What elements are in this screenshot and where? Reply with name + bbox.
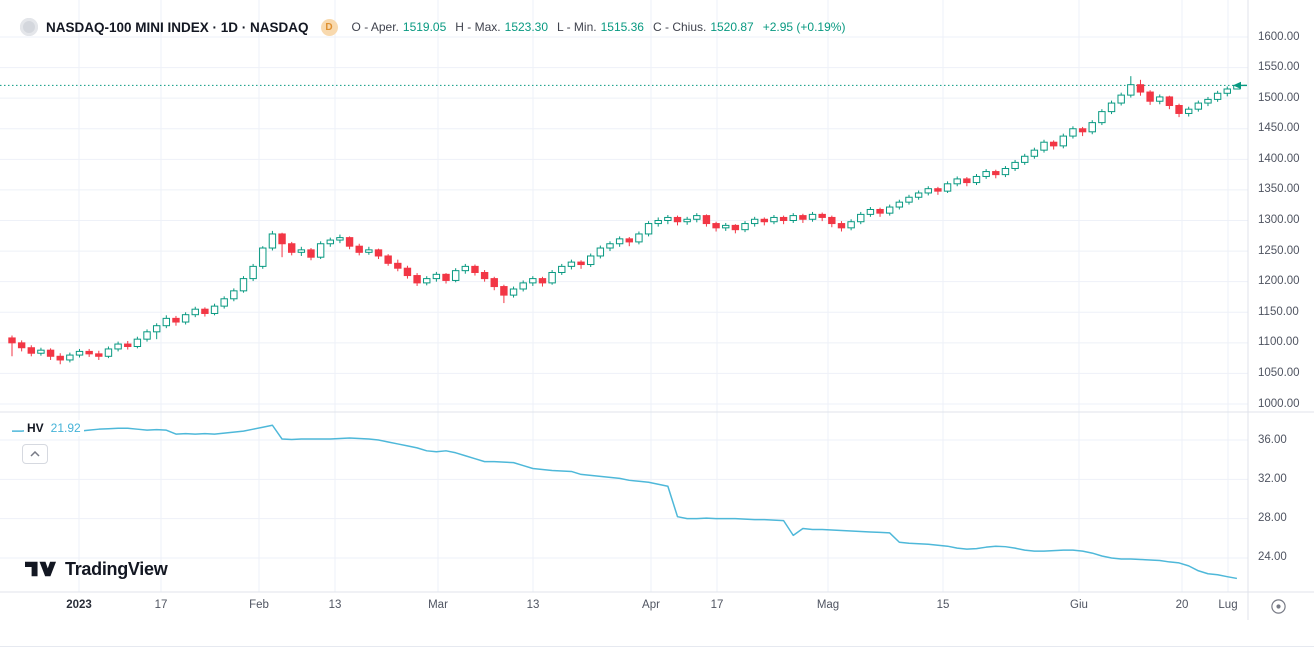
price-axis[interactable]: 1600.00 1550.00 1500.00 1450.00 1400.00 1350.…	[1249, 0, 1314, 592]
low-value: 1515.36	[600, 20, 644, 34]
time-axis-label: Lug	[1218, 599, 1238, 611]
price-axis-label: 1550.00	[1258, 61, 1300, 74]
price-axis-label: 1450.00	[1258, 122, 1300, 135]
time-axis-label: Giu	[1070, 599, 1088, 611]
time-axis-label: 13	[328, 599, 342, 611]
price-axis-label: 1250.00	[1258, 244, 1300, 257]
time-axis-label: 13	[526, 599, 540, 611]
hv-line	[12, 424, 1238, 580]
low-label: L - Min.	[557, 20, 597, 34]
price-axis-label: 1300.00	[1258, 214, 1300, 226]
change-value: +2.95 (+0.19%)	[762, 20, 846, 34]
price-axis-label: 1350.00	[1258, 183, 1300, 196]
time-axis-label: Feb	[249, 599, 269, 611]
time-axis-label: 2023	[66, 599, 92, 611]
hv-indicator-label: HV	[27, 421, 44, 435]
ohlc-legend: O - Aper. 1519.05 H - Max. 1523.30 L - M…	[352, 20, 846, 34]
open-value: 1519.05	[402, 20, 447, 34]
pane-separators	[0, 0, 1314, 620]
time-axis-label: 15	[936, 599, 950, 611]
chart-legend: NASDAQ-100 MINI INDEX · 1D · NASDAQ D O …	[20, 17, 845, 37]
price-axis-label: 1150.00	[1258, 305, 1299, 318]
tradingview-logo[interactable]: TradingView	[25, 558, 168, 580]
price-axis-label: 28.00	[1258, 512, 1287, 525]
timezone-icon[interactable]	[1268, 596, 1288, 616]
close-label: C - Chius.	[652, 20, 707, 34]
time-axis-label: Mag	[816, 599, 840, 611]
interval-badge[interactable]: D	[320, 18, 338, 36]
high-label: H - Max.	[455, 20, 501, 34]
time-axis-label: 17	[710, 599, 724, 611]
price-axis-label: 1200.00	[1258, 275, 1300, 288]
time-axis-label: Apr	[642, 599, 660, 611]
price-axis-label: 24.00	[1258, 551, 1287, 564]
hv-indicator-value: 21.92	[50, 421, 81, 435]
price-axis-label: 1100.00	[1258, 336, 1299, 349]
symbol-title[interactable]: NASDAQ-100 MINI INDEX · 1D · NASDAQ	[46, 19, 309, 35]
last-price-arrow-icon	[1233, 81, 1241, 90]
price-axis-label: 32.00	[1258, 472, 1287, 485]
tradingview-logo-text: TradingView	[65, 558, 168, 579]
open-label: O - Aper.	[351, 20, 399, 34]
price-axis-label: 1500.00	[1258, 91, 1300, 104]
price-axis-label: 36.00	[1258, 433, 1287, 446]
price-axis-label: 1400.00	[1258, 152, 1300, 165]
price-axis-label: 1050.00	[1258, 366, 1300, 379]
hv-indicator-legend[interactable]: HV 21.92	[24, 420, 84, 436]
grid	[0, 0, 1248, 592]
price-axis-label: 1600.00	[1258, 30, 1300, 43]
price-axis-label: 1000.00	[1258, 397, 1300, 410]
chevron-up-icon	[30, 451, 40, 457]
high-value: 1523.30	[504, 20, 549, 34]
circle-dot-icon	[1270, 598, 1286, 614]
tradingview-logo-icon	[25, 561, 57, 577]
time-axis-label: Mar	[428, 599, 448, 611]
time-axis[interactable]: 2023 17 Feb 13 Mar 13 Apr 17 Mag 15 Giu 20 Lug	[0, 592, 1248, 620]
collapse-pane-button[interactable]	[22, 444, 48, 464]
candlestick-series	[8, 76, 1241, 365]
time-axis-label: 17	[154, 599, 168, 611]
close-value: 1520.87	[710, 20, 754, 34]
symbol-logo-icon	[20, 18, 38, 36]
time-axis-label: 20	[1175, 599, 1189, 611]
